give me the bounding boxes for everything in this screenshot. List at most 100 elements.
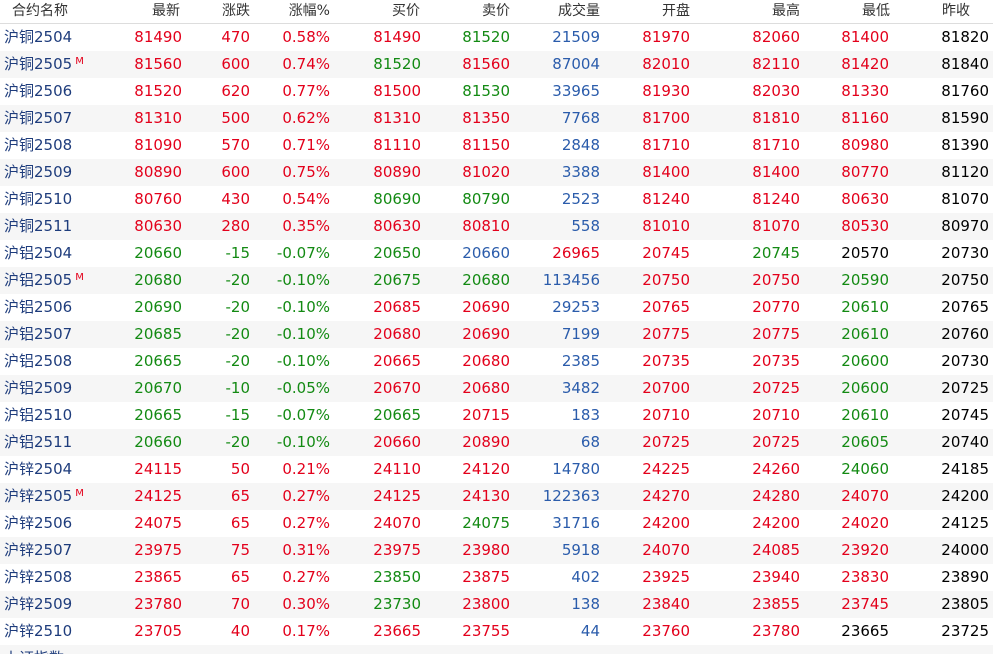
- quote-row[interactable]: 沪铜2510 80760 430 0.54% 80690 80790 2523 81240 81…: [0, 186, 993, 213]
- quote-cell: 82010: [642, 55, 690, 73]
- quote-row[interactable]: 沪铜2508 81090 570 0.71% 81110 81150 2848 81710 81…: [0, 132, 993, 159]
- quote-cell: 20665: [373, 406, 421, 424]
- quote-cell: 23830: [841, 568, 889, 586]
- column-header[interactable]: 昨收: [942, 3, 970, 19]
- quote-row[interactable]: 沪锌2509 23780 70 0.30% 23730 23800 138 23840 2385…: [0, 591, 993, 618]
- quote-cell: -0.10%: [276, 325, 330, 343]
- quote-cell: 24000: [941, 541, 989, 559]
- quote-cell: 81310: [373, 109, 421, 127]
- quote-cell: 20680: [462, 379, 510, 397]
- contract-name-text: 沪铝2509: [4, 379, 73, 397]
- quote-row[interactable]: 沪铜2509 80890 600 0.75% 80890 81020 3388 81400 81…: [0, 159, 993, 186]
- quote-cell: -20: [225, 352, 251, 370]
- quote-row[interactable]: 沪铝2505 M 20680 -20 -0.10% 20675 20680 113456 207…: [0, 267, 993, 294]
- column-header[interactable]: 买价: [392, 3, 420, 19]
- contract-name: 沪铜2509: [4, 159, 72, 186]
- quote-cell: 80890: [373, 163, 421, 181]
- quote-cell: 75: [230, 541, 250, 559]
- quote-cell: 600: [221, 55, 250, 73]
- column-header[interactable]: 卖价: [482, 3, 510, 19]
- contract-name-text: 沪锌2510: [4, 622, 73, 640]
- column-header[interactable]: 最新: [152, 3, 180, 19]
- column-header[interactable]: 最高: [772, 3, 800, 19]
- quote-cell: 24260: [752, 460, 800, 478]
- quote-cell: 24070: [642, 541, 690, 559]
- quote-row[interactable]: 沪铜2507 81310 500 0.62% 81310 81350 7768 81700 81…: [0, 105, 993, 132]
- quote-cell: 80810: [462, 217, 510, 235]
- quote-cell: 20730: [941, 244, 989, 262]
- quote-row[interactable]: 沪锌2508 23865 65 0.27% 23850 23875 402 23925 2394…: [0, 564, 993, 591]
- quote-cell: 26965: [552, 244, 600, 262]
- main-contract-badge: M: [75, 272, 84, 283]
- quote-row[interactable]: 沪铝2506 20690 -20 -0.10% 20685 20690 29253 20765…: [0, 294, 993, 321]
- quote-cell: 24280: [752, 487, 800, 505]
- quote-cell: 2523: [561, 190, 600, 208]
- column-header[interactable]: 最低: [862, 3, 890, 19]
- quote-cell: 20675: [373, 271, 421, 289]
- quote-cell: 24115: [134, 460, 182, 478]
- quote-row[interactable]: 沪铜2504 81490 470 0.58% 81490 81520 21509 81970 8…: [0, 24, 993, 51]
- quote-cell: 81070: [941, 190, 989, 208]
- quote-row[interactable]: 沪铝2510 20665 -15 -0.07% 20665 20715 183 20710 20…: [0, 402, 993, 429]
- quote-cell: 20750: [752, 271, 800, 289]
- quote-cell: 24125: [134, 487, 182, 505]
- quote-row[interactable]: 沪锌2504 24115 50 0.21% 24110 24120 14780 24225 24…: [0, 456, 993, 483]
- quote-cell: 33965: [552, 82, 600, 100]
- quote-cell: 82030: [752, 82, 800, 100]
- quote-cell: 87004: [552, 55, 600, 73]
- quote-row[interactable]: 沪铝2511 20660 -20 -0.10% 20660 20890 68 20725 207…: [0, 429, 993, 456]
- quote-cell: 24020: [841, 514, 889, 532]
- quote-cell: 0.27%: [282, 487, 330, 505]
- contract-name-text: 沪铝2507: [4, 325, 73, 343]
- quote-cell: 500: [221, 109, 250, 127]
- quote-cell: 20685: [373, 298, 421, 316]
- quote-row[interactable]: 沪铝2508 20665 -20 -0.10% 20665 20680 2385 20735 2…: [0, 348, 993, 375]
- quote-cell: 20745: [941, 406, 989, 424]
- quote-cell: 20670: [134, 379, 182, 397]
- quote-cell: 80630: [373, 217, 421, 235]
- column-header[interactable]: 合约名称: [12, 3, 68, 19]
- quote-row[interactable]: 沪锌2505 M 24125 65 0.27% 24125 24130 122363 24270…: [0, 483, 993, 510]
- contract-name-text: 沪铜2506: [4, 82, 73, 100]
- quote-cell: 7199: [561, 325, 600, 343]
- quote-cell: 23805: [941, 595, 989, 613]
- contract-name: 上证指数: [4, 645, 64, 654]
- quote-cell: 80770: [841, 163, 889, 181]
- quote-cell: -0.10%: [276, 271, 330, 289]
- quote-cell: 80980: [841, 136, 889, 154]
- quote-cell: 2848: [561, 136, 600, 154]
- quote-row[interactable]: 沪锌2510 23705 40 0.17% 23665 23755 44 23760 23780…: [0, 618, 993, 645]
- quote-cell: 81820: [941, 28, 989, 46]
- quote-cell: 81970: [642, 28, 690, 46]
- column-header[interactable]: 成交量: [558, 3, 600, 19]
- contract-name: 沪铜2506: [4, 78, 72, 105]
- quote-cell: 81420: [841, 55, 889, 73]
- column-header[interactable]: 涨跌: [222, 3, 250, 19]
- quote-cell: 23665: [373, 622, 421, 640]
- quote-row[interactable]: 沪铜2506 81520 620 0.77% 81500 81530 33965 81930 8…: [0, 78, 993, 105]
- quote-row[interactable]: 沪锌2506 24075 65 0.27% 24070 24075 31716 24200 24…: [0, 510, 993, 537]
- quote-cell: 24070: [373, 514, 421, 532]
- contract-name: 沪铜2505 M: [4, 51, 84, 78]
- quote-row[interactable]: 沪铜2511 80630 280 0.35% 80630 80810 558 81010 810…: [0, 213, 993, 240]
- contract-name-text: 沪铜2511: [4, 217, 73, 235]
- column-header[interactable]: 开盘: [662, 3, 690, 19]
- quote-cell: 0.31%: [282, 541, 330, 559]
- quote-row[interactable]: 沪铝2509 20670 -10 -0.05% 20670 20680 3482 20700 2…: [0, 375, 993, 402]
- quote-row[interactable]: 上证指数: [0, 645, 993, 654]
- quote-cell: -10: [225, 379, 251, 397]
- quote-cell: 20760: [941, 325, 989, 343]
- contract-name: 沪铝2507: [4, 321, 72, 348]
- quote-row[interactable]: 沪铝2504 20660 -15 -0.07% 20650 20660 26965 20745…: [0, 240, 993, 267]
- quote-cell: 23760: [642, 622, 690, 640]
- column-header[interactable]: 涨幅%: [288, 3, 330, 19]
- quote-cell: 65: [230, 568, 250, 586]
- quote-row[interactable]: 沪铝2507 20685 -20 -0.10% 20680 20690 7199 20775 2…: [0, 321, 993, 348]
- quote-row[interactable]: 沪锌2507 23975 75 0.31% 23975 23980 5918 24070 240…: [0, 537, 993, 564]
- quote-cell: 81120: [941, 163, 989, 181]
- quote-cell: 280: [221, 217, 250, 235]
- quote-cell: 20725: [752, 379, 800, 397]
- quote-cell: -15: [225, 244, 251, 262]
- quote-cell: 81110: [373, 136, 421, 154]
- quote-row[interactable]: 沪铜2505 M 81560 600 0.74% 81520 81560 87004 82010…: [0, 51, 993, 78]
